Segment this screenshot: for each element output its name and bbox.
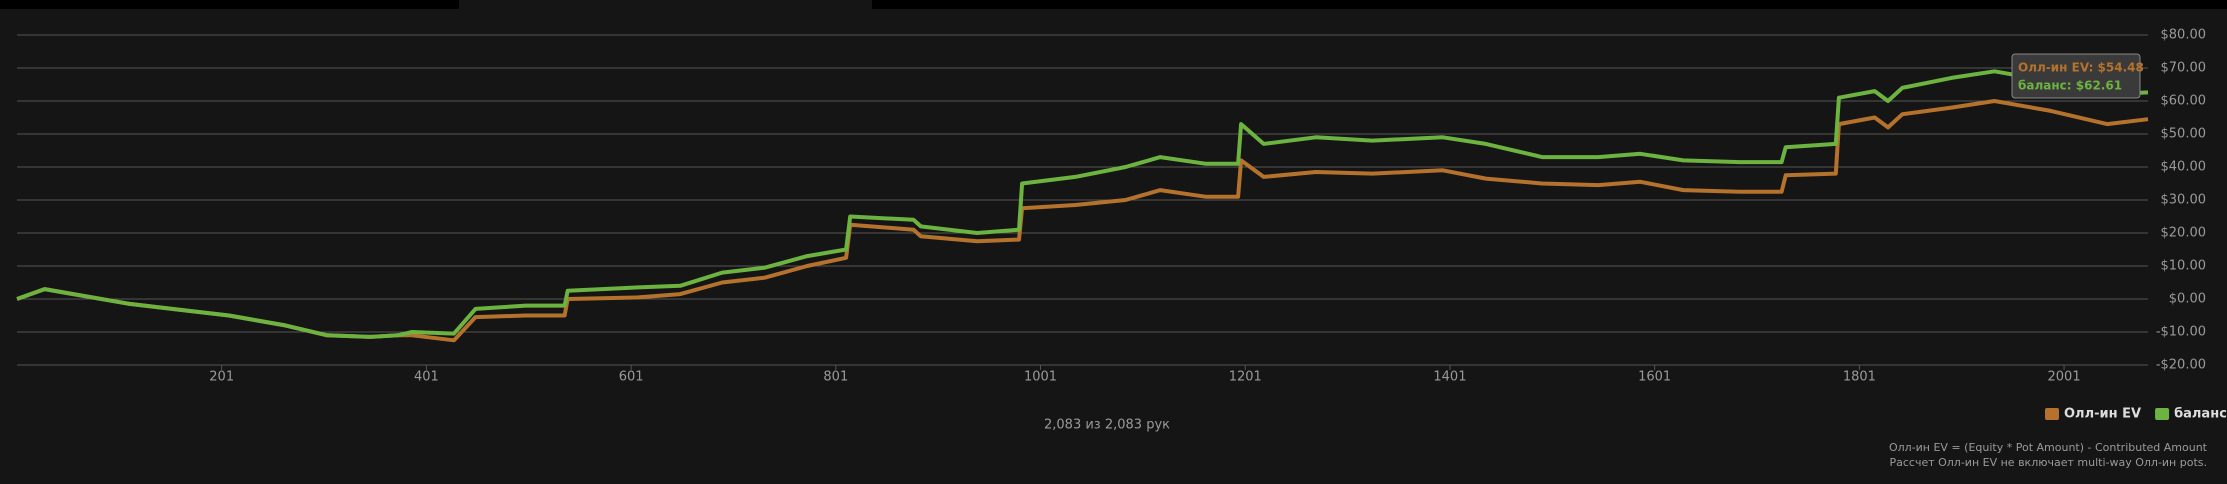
y-tick-label: $10.00 (2161, 259, 2207, 274)
legend-swatch (2045, 408, 2059, 420)
top-bar (0, 0, 459, 9)
footnote: Олл-ин EV = (Equity * Pot Amount) - Cont… (1889, 441, 2208, 454)
x-tick-label: 1001 (1024, 370, 1057, 385)
tooltip-text: Олл-ин EV: $54.48 (2018, 61, 2144, 75)
series-line (16, 69, 2149, 339)
y-tick-label: $0.00 (2169, 292, 2206, 307)
x-tick-label: 2001 (2048, 370, 2081, 385)
y-tick-label: $50.00 (2161, 127, 2207, 142)
x-tick-label: 801 (823, 370, 848, 385)
tooltip-box (2011, 53, 2141, 99)
series-line (16, 99, 2149, 343)
y-tick-label: -$10.00 (2156, 325, 2206, 340)
y-tick-label: $30.00 (2161, 193, 2207, 208)
y-tick-label: $40.00 (2161, 160, 2207, 175)
x-tick-label: 201 (209, 370, 234, 385)
x-tick-label: 1401 (1433, 370, 1466, 385)
tooltip-text: баланс: $62.61 (2018, 79, 2122, 93)
y-tick-label: $60.00 (2161, 94, 2207, 109)
y-tick-label: $80.00 (2161, 28, 2207, 43)
y-tick-label: -$20.00 (2156, 358, 2206, 373)
legend-swatch (2155, 408, 2170, 420)
footnote: Рассчет Олл-ин EV не включает multi-way … (1889, 456, 2207, 469)
tooltip: Олл-ин EV: $54.48 баланс: $62.61 (2011, 53, 2144, 99)
y-tick-label: $20.00 (2161, 226, 2207, 241)
legend-label: баланс (2174, 407, 2227, 422)
x-tick-label: 1601 (1638, 370, 1671, 385)
y-tick-label: $70.00 (2161, 61, 2207, 76)
legend-label: Олл-ин EV (2064, 407, 2141, 422)
x-tick-label: 1201 (1229, 370, 1262, 385)
x-tick-label: 401 (414, 370, 439, 385)
hands-count: 2,083 из 2,083 рук (1044, 418, 1170, 433)
top-bar (872, 0, 2227, 9)
x-tick-label: 601 (619, 370, 644, 385)
x-tick-label: 1801 (1843, 370, 1876, 385)
